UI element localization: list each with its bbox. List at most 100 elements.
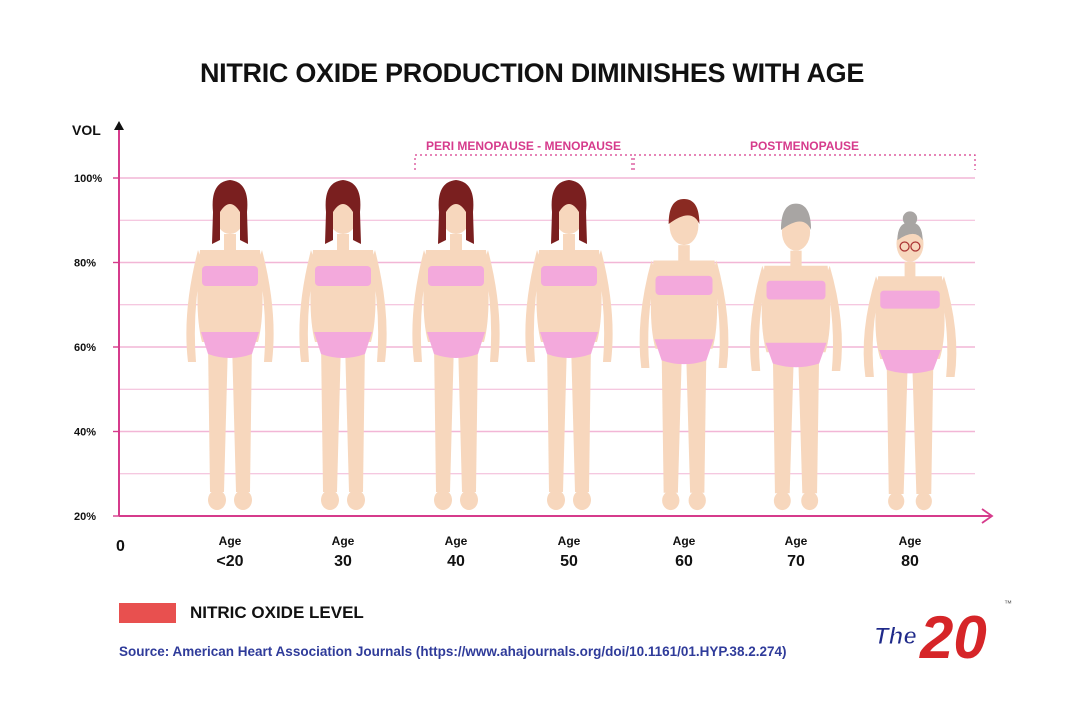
chart-title: NITRIC OXIDE PRODUCTION DIMINISHES WITH …	[199, 58, 865, 88]
figure-foot-right	[234, 490, 252, 510]
figure-foot-right	[460, 490, 478, 510]
figure-top	[315, 266, 371, 286]
figure-foot-left	[208, 490, 226, 510]
x-tick-prefix: Age	[445, 534, 468, 548]
x-tick-prefix: Age	[785, 534, 808, 548]
figure-arm-left	[525, 250, 541, 362]
figure-top	[541, 266, 597, 286]
figure-arm-right	[712, 260, 729, 368]
figure-foot-left	[773, 491, 791, 511]
the20-logo: The 20 ™	[874, 599, 1013, 672]
figure-leg-right	[345, 342, 365, 492]
figure-leg-left	[434, 342, 454, 492]
figure-leg-left	[321, 342, 341, 492]
x-tick-label: 30	[334, 553, 352, 570]
y-axis-arrow	[114, 121, 124, 130]
figure-leg-right	[686, 348, 707, 493]
figure-torso	[536, 250, 602, 342]
y-tick-label: 40%	[74, 427, 96, 439]
x-axis-arrow	[981, 508, 994, 524]
figure-neck	[904, 261, 916, 278]
figure-arm-right	[825, 265, 842, 371]
figure-top	[655, 275, 713, 296]
figure-arm-left	[186, 250, 202, 362]
figure-hair	[780, 203, 812, 230]
figure-bottom	[314, 332, 372, 358]
figure-leg-right	[232, 342, 252, 492]
x-tick-prefix: Age	[558, 534, 581, 548]
figure-neck	[563, 234, 575, 252]
figure-leg-left	[547, 342, 567, 492]
figure-top	[766, 280, 826, 300]
legend: NITRIC OXIDE LEVEL	[119, 603, 364, 623]
y-axis-label: VOL	[72, 122, 101, 138]
figure-bar-3	[412, 180, 500, 510]
figure-hair	[438, 180, 474, 244]
figure-bottom	[765, 342, 827, 368]
source-citation[interactable]: Source: American Heart Association Journ…	[119, 644, 787, 659]
stage-bracket	[414, 154, 633, 170]
x-tick-prefix: Age	[219, 534, 242, 548]
x-tick-prefix: Age	[332, 534, 355, 548]
figure-torso	[310, 250, 376, 342]
figure-foot-left	[888, 492, 905, 511]
figure-leg-right	[571, 342, 591, 492]
figure-hair	[897, 222, 923, 241]
glasses-icon	[899, 241, 910, 252]
y-tick-label: 20%	[74, 511, 96, 523]
x-tick-label: <20	[216, 553, 243, 570]
figure-bottom	[654, 339, 714, 365]
figure-bottom	[427, 332, 485, 358]
figure-arm-right	[484, 250, 500, 362]
figure-hair-bun	[902, 211, 918, 226]
figure-foot-left	[321, 490, 339, 510]
figure-arm-left	[299, 250, 315, 362]
figure-leg-left	[661, 348, 682, 493]
figure-torso	[761, 265, 831, 353]
figure-foot-left	[434, 490, 452, 510]
figure-top	[880, 290, 940, 309]
figure-leg-right	[798, 352, 820, 494]
figure-neck	[337, 234, 349, 252]
figure-neck	[224, 234, 236, 252]
figure-bar-5	[639, 199, 729, 511]
glasses-icon	[910, 241, 921, 252]
figure-foot-right	[688, 490, 706, 511]
y-tick-label: 100%	[74, 173, 102, 185]
y-tick-label: 60%	[74, 342, 96, 354]
figure-hair	[325, 180, 361, 244]
x-tick-prefix: Age	[899, 534, 922, 548]
x-tick-label: 50	[560, 553, 578, 570]
figure-foot-left	[662, 490, 680, 511]
figure-torso	[197, 250, 263, 342]
figure-bottom	[540, 332, 598, 358]
figure-bar-7	[863, 211, 957, 511]
figure-torso	[423, 250, 489, 342]
figure-foot-right	[347, 490, 365, 510]
logo-20-text: 20	[919, 604, 987, 671]
figure-arm-left	[750, 265, 767, 371]
figure-neck	[678, 245, 690, 263]
figure-arm-right	[258, 250, 274, 362]
legend-label: NITRIC OXIDE LEVEL	[190, 603, 364, 622]
logo-the-text: The	[874, 623, 917, 650]
legend-swatch	[119, 603, 176, 623]
x-tick-label: 70	[787, 553, 805, 570]
y-tick-label: 80%	[74, 258, 96, 270]
figure-top	[202, 266, 258, 286]
figure-foot-right	[915, 492, 932, 511]
logo-tm: ™	[1004, 599, 1012, 608]
figure-leg-right	[458, 342, 478, 492]
figure-leg-left	[208, 342, 228, 492]
figure-leg-right	[912, 359, 934, 494]
x-tick-label: 40	[447, 553, 465, 570]
figure-bar-6	[750, 203, 842, 511]
origin-label: 0	[116, 538, 125, 555]
figure-bottom	[879, 350, 941, 374]
stage-bracket	[633, 154, 976, 170]
figure-foot-left	[547, 490, 565, 510]
figure-neck	[450, 234, 462, 252]
figure-arm-left	[863, 276, 881, 377]
figure-arm-right	[597, 250, 613, 362]
